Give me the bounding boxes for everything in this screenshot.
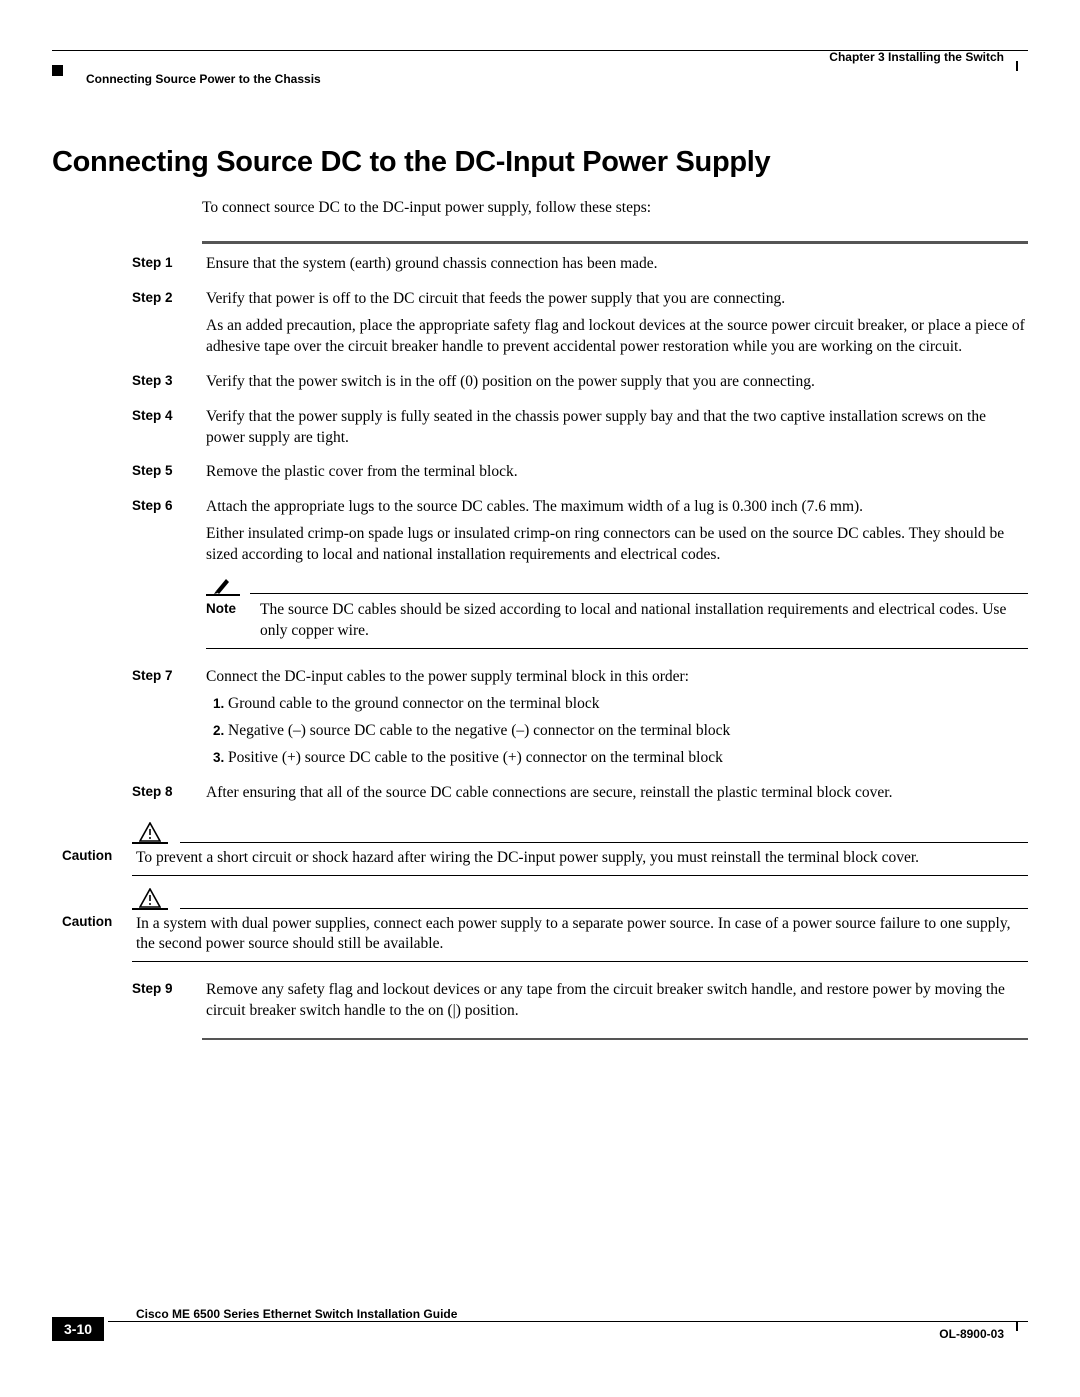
step-label: Step 6 — [132, 497, 202, 653]
step-text: Connect the DC-input cables to the power… — [206, 667, 1028, 688]
header-chapter: Chapter 3 Installing the Switch — [829, 50, 1004, 64]
caution-triangle-icon — [132, 822, 168, 844]
intro-text: To connect source DC to the DC-input pow… — [202, 199, 1028, 217]
caution-label: Caution — [62, 914, 132, 956]
caution-block: Caution To prevent a short circuit or sh… — [62, 822, 1028, 876]
header-square-icon — [52, 65, 63, 76]
page-header: Chapter 3 Installing the Switch Connecti… — [52, 50, 1028, 84]
caution-triangle-icon — [132, 888, 168, 910]
step-text: After ensuring that all of the source DC… — [206, 783, 1028, 804]
step-text: As an added precaution, place the approp… — [206, 316, 1028, 358]
step-row: Step 7 Connect the DC-input cables to th… — [132, 667, 1028, 775]
footer-tick-icon — [1016, 1321, 1018, 1331]
list-item: Positive (+) source DC cable to the posi… — [228, 748, 1028, 769]
note-block: Note The source DC cables should be size… — [206, 576, 1028, 649]
step-label: Step 4 — [132, 407, 202, 455]
caution-text: To prevent a short circuit or shock haza… — [136, 848, 1028, 869]
caution-text: In a system with dual power supplies, co… — [136, 914, 1028, 956]
note-label: Note — [206, 600, 256, 642]
step-text: Verify that the power switch is in the o… — [206, 372, 1028, 393]
step-label: Step 8 — [132, 783, 202, 810]
header-tick-icon — [1016, 61, 1018, 71]
step-label: Step 5 — [132, 462, 202, 489]
closing-rule — [202, 1038, 1028, 1040]
step-row: Step 3 Verify that the power switch is i… — [132, 372, 1028, 399]
step-label: Step 7 — [132, 667, 202, 775]
page-number-badge: 3-10 — [52, 1317, 104, 1341]
step-row: Step 9 Remove any safety flag and lockou… — [132, 980, 1028, 1028]
note-text: The source DC cables should be sized acc… — [260, 600, 1028, 642]
step-label: Step 3 — [132, 372, 202, 399]
header-section: Connecting Source Power to the Chassis — [86, 72, 321, 86]
step-label: Step 1 — [132, 254, 202, 281]
step-row: Step 4 Verify that the power supply is f… — [132, 407, 1028, 455]
caution-block: Caution In a system with dual power supp… — [62, 888, 1028, 963]
step-label: Step 2 — [132, 289, 202, 364]
footer-guide-title: Cisco ME 6500 Series Ethernet Switch Ins… — [136, 1307, 457, 1321]
step-text: Verify that power is off to the DC circu… — [206, 289, 1028, 310]
step-row: Step 1 Ensure that the system (earth) gr… — [132, 254, 1028, 281]
step-text: Either insulated crimp-on spade lugs or … — [206, 524, 1028, 566]
caution-label: Caution — [62, 848, 132, 869]
step-text: Remove any safety flag and lockout devic… — [206, 980, 1028, 1022]
note-pencil-icon — [206, 576, 240, 596]
intro-rule — [202, 241, 1028, 244]
step-row: Step 2 Verify that power is off to the D… — [132, 289, 1028, 364]
step-text: Remove the plastic cover from the termin… — [206, 462, 1028, 483]
step-row: Step 6 Attach the appropriate lugs to th… — [132, 497, 1028, 653]
step-label: Step 9 — [132, 980, 202, 1028]
step-text: Ensure that the system (earth) ground ch… — [206, 254, 1028, 275]
step-row: Step 8 After ensuring that all of the so… — [132, 783, 1028, 810]
page-title: Connecting Source DC to the DC-Input Pow… — [52, 146, 1028, 179]
step-text: Verify that the power supply is fully se… — [206, 407, 1028, 449]
list-item: Ground cable to the ground connector on … — [228, 694, 1028, 715]
step-row: Step 5 Remove the plastic cover from the… — [132, 462, 1028, 489]
step-text: Attach the appropriate lugs to the sourc… — [206, 497, 1028, 518]
footer-doc-id: OL-8900-03 — [939, 1327, 1004, 1341]
page-footer: Cisco ME 6500 Series Ethernet Switch Ins… — [52, 1321, 1028, 1367]
list-item: Negative (–) source DC cable to the nega… — [228, 721, 1028, 742]
